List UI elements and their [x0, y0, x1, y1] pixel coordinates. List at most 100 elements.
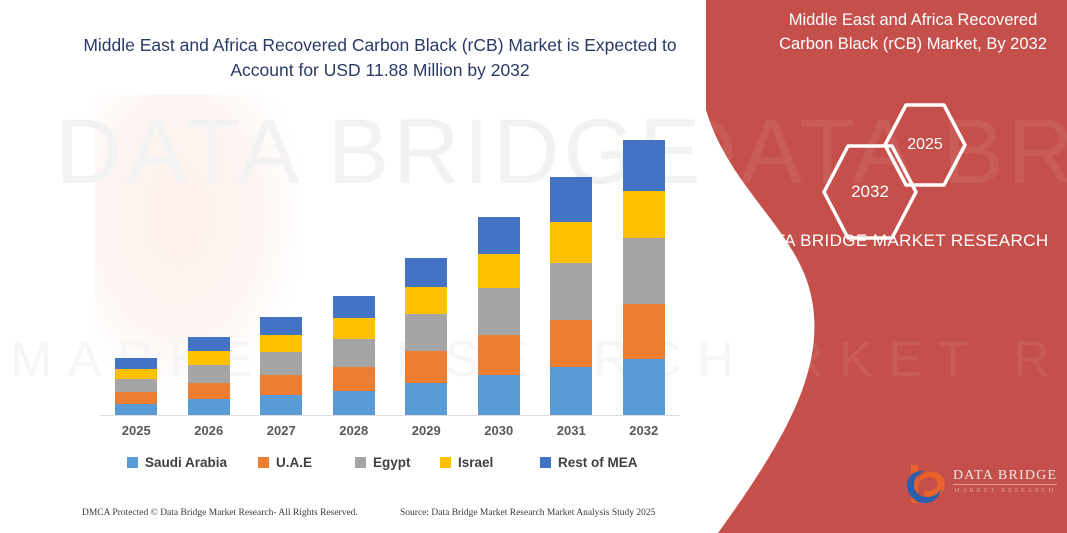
chart-panel: DATA BRIDGE MARKET RESEARCH Middle East … — [55, 35, 701, 518]
legend-item-egypt[interactable]: Egypt — [355, 455, 411, 470]
brand-panel-title: Middle East and Africa Recovered Carbon … — [779, 11, 1047, 53]
legend-label: Rest of MEA — [558, 455, 638, 470]
bar-segment — [550, 222, 593, 263]
legend-swatch-icon — [355, 457, 366, 468]
bar-segment — [405, 383, 448, 416]
bar-segment — [187, 365, 230, 383]
bar-group-2026 — [173, 337, 246, 416]
bar-segment — [477, 288, 520, 335]
bar-segment — [477, 217, 520, 254]
bar-group-2031 — [535, 177, 608, 416]
stacked-bar — [187, 337, 230, 416]
bar-segment — [115, 404, 158, 416]
bar-segment — [115, 358, 158, 369]
x-tick-2028: 2028 — [339, 423, 369, 438]
bar-group-2032 — [608, 140, 681, 416]
bar-group-2027 — [245, 317, 318, 416]
x-tick-2031: 2031 — [556, 423, 586, 438]
legend-swatch-icon — [127, 457, 138, 468]
legend-item-u-a-e[interactable]: U.A.E — [258, 455, 312, 470]
x-tick-2030: 2030 — [484, 423, 514, 438]
bar-segment — [187, 383, 230, 399]
bar-segment — [405, 287, 448, 314]
bar-segment — [550, 367, 593, 416]
bar-chart-plot — [100, 120, 680, 416]
bar-segment — [115, 392, 158, 404]
bar-segment — [260, 395, 303, 416]
bar-segment — [622, 304, 665, 359]
stacked-bar — [477, 217, 520, 416]
bar-segment — [187, 337, 230, 351]
legend-label: Saudi Arabia — [145, 455, 228, 470]
legend-item-israel[interactable]: Israel — [440, 455, 493, 470]
bar-group-2030 — [463, 217, 536, 416]
hexagon-2025: 2025 — [880, 100, 970, 190]
x-tick-2026: 2026 — [194, 423, 224, 438]
bar-segment — [477, 254, 520, 288]
bar-segment — [622, 140, 665, 191]
bar-segment — [332, 339, 375, 367]
bar-segment — [115, 379, 158, 392]
hexagon-2025-label: 2025 — [907, 136, 943, 153]
brand-name: DATA BRIDGE MARKET RESEARCH — [751, 231, 1049, 250]
legend-item-rest-of-mea[interactable]: Rest of MEA — [540, 455, 638, 470]
bar-group-2028 — [318, 296, 391, 416]
bar-segment — [260, 375, 303, 395]
stacked-bar — [550, 177, 593, 416]
legend-swatch-icon — [540, 457, 551, 468]
stacked-bar — [405, 258, 448, 416]
bar-segment — [332, 391, 375, 416]
legend-label: U.A.E — [276, 455, 313, 470]
legend-swatch-icon — [440, 457, 451, 468]
stacked-bar — [260, 317, 303, 416]
legend-label: Egypt — [373, 455, 411, 470]
bar-segment — [260, 352, 303, 375]
bar-segment — [550, 177, 593, 222]
stacked-bar — [332, 296, 375, 416]
footer-copyright: DMCA Protected © Data Bridge Market Rese… — [82, 508, 358, 518]
hexagon-2025-outline — [883, 103, 967, 187]
brand-panel: DATA BRIDGE MARKET RESEARCH Middle East … — [670, 0, 1067, 533]
bar-segment — [622, 238, 665, 304]
bar-segment — [622, 191, 665, 238]
logo-mark-icon — [907, 465, 945, 504]
logo-text: DATA BRIDGE — [953, 468, 1058, 483]
bar-segment — [332, 296, 375, 318]
footer-source: Source: Data Bridge Market Research Mark… — [400, 508, 656, 518]
bar-segment — [622, 359, 665, 416]
x-tick-2032: 2032 — [629, 423, 659, 438]
bar-segment — [187, 399, 230, 416]
bar-segment — [405, 314, 448, 351]
bar-segment — [260, 317, 303, 335]
bar-segment — [550, 320, 593, 367]
stacked-bar — [622, 140, 665, 416]
hexagon-2032-label: 2032 — [851, 182, 889, 201]
data-bridge-logo: DATA BRIDGE MARKET RESEARCH — [905, 463, 1065, 511]
legend-item-saudi-arabia[interactable]: Saudi Arabia — [127, 455, 227, 470]
bar-segment — [405, 258, 448, 287]
legend-swatch-icon — [258, 457, 269, 468]
bar-segment — [477, 335, 520, 375]
red-panel-shape — [706, 0, 1067, 533]
bar-segment — [405, 351, 448, 383]
logo-divider — [953, 484, 1057, 485]
bar-segment — [115, 369, 158, 379]
chart-legend: Saudi Arabia U.A.E Egypt Israel Rest of MEA — [100, 455, 680, 475]
bar-segment — [550, 263, 593, 320]
axis-baseline — [100, 415, 680, 416]
bar-segment — [260, 335, 303, 352]
chart-title: Middle East and Africa Recovered Carbon … — [83, 35, 677, 80]
bar-group-2029 — [390, 258, 463, 416]
stacked-bar — [115, 358, 158, 416]
x-tick-2027: 2027 — [266, 423, 296, 438]
x-axis-tick-labels: 2025 2026 2027 2028 2029 2030 2031 2032 — [100, 423, 680, 443]
bar-segment — [332, 318, 375, 339]
x-tick-2025: 2025 — [121, 423, 151, 438]
hexagon-2032-outline — [822, 144, 918, 240]
logo-subtext: MARKET RESEARCH — [954, 487, 1056, 494]
legend-label: Israel — [458, 455, 494, 470]
x-tick-2029: 2029 — [411, 423, 441, 438]
bar-segment — [187, 351, 230, 365]
bar-group-2025 — [100, 358, 173, 416]
